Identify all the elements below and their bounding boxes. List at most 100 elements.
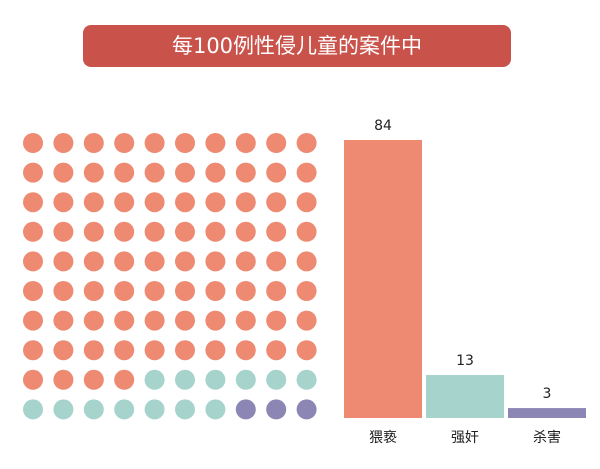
waffle-dot: [114, 310, 135, 331]
waffle-dot: [83, 162, 104, 183]
waffle-dot: [266, 369, 287, 390]
waffle-dot: [53, 399, 74, 420]
x-tick-label: 杀害: [533, 430, 561, 446]
waffle-dot: [144, 281, 165, 301]
waffle-dot: [175, 162, 195, 183]
waffle-dot: [114, 369, 135, 390]
waffle-dot: [83, 340, 104, 361]
waffle-dot: [83, 133, 104, 153]
waffle-dot: [23, 133, 43, 153]
waffle-dot: [53, 340, 74, 361]
waffle-dot: [205, 133, 226, 153]
waffle-dot: [235, 251, 256, 272]
waffle-dot: [23, 251, 43, 272]
waffle-dot: [83, 221, 104, 242]
waffle-dot: [23, 221, 43, 242]
waffle-dot: [23, 192, 43, 213]
waffle-dot: [83, 399, 104, 420]
waffle-dot: [144, 162, 165, 183]
waffle-dot: [53, 310, 74, 331]
waffle-dot: [144, 221, 165, 242]
waffle-dot: [266, 221, 287, 242]
x-tick-label: 强奸: [451, 430, 479, 446]
waffle-dot: [144, 399, 165, 420]
waffle-dot: [205, 162, 226, 183]
chart-title: 每100例性侵儿童的案件中: [172, 34, 422, 58]
waffle-dot: [205, 251, 226, 272]
waffle-dot: [235, 133, 256, 153]
waffle-dot: [23, 399, 43, 420]
value-label: 84: [374, 118, 392, 134]
waffle-dot: [235, 369, 256, 390]
waffle-dot: [296, 340, 317, 361]
waffle-dot: [235, 281, 256, 301]
bar: [508, 408, 586, 418]
waffle-dot: [205, 340, 226, 361]
waffle-dot: [205, 399, 226, 420]
waffle-dot: [83, 310, 104, 331]
waffle-dot: [23, 340, 43, 361]
waffle-dot: [266, 281, 287, 301]
waffle-dot: [235, 162, 256, 183]
waffle-dot: [114, 192, 135, 213]
waffle-dot: [205, 310, 226, 331]
waffle-dot: [235, 192, 256, 213]
waffle-dot: [175, 340, 195, 361]
waffle-dot: [53, 192, 74, 213]
waffle-dot: [235, 310, 256, 331]
waffle-dot: [114, 251, 135, 272]
waffle-dot: [114, 162, 135, 183]
waffle-dot: [175, 369, 195, 390]
waffle-dot: [296, 281, 317, 301]
x-tick-label: 猥亵: [369, 429, 397, 446]
waffle-dot: [175, 133, 195, 153]
waffle-dot: [175, 399, 195, 420]
waffle-dot: [266, 162, 287, 183]
waffle-dot: [144, 310, 165, 331]
waffle-dot: [296, 221, 317, 242]
waffle-dot: [114, 133, 135, 153]
waffle-dot: [175, 310, 195, 331]
waffle-dot: [23, 162, 43, 183]
waffle-dot: [144, 251, 165, 272]
waffle-dot: [235, 221, 256, 242]
waffle-dot: [144, 340, 165, 361]
waffle-dot: [235, 399, 256, 420]
waffle-dot: [266, 310, 287, 331]
waffle-dot: [53, 281, 74, 301]
bar: [426, 374, 504, 418]
waffle-dot: [83, 192, 104, 213]
waffle-dot: [296, 251, 317, 272]
waffle-dot: [175, 281, 195, 301]
waffle-dot: [296, 162, 317, 183]
waffle-dot: [23, 281, 43, 301]
waffle-dot: [83, 369, 104, 390]
waffle-dot: [266, 340, 287, 361]
waffle-dot: [205, 281, 226, 301]
waffle-dot: [266, 399, 287, 420]
waffle-dot: [144, 133, 165, 153]
waffle-dot: [296, 310, 317, 331]
waffle-dot: [53, 221, 74, 242]
waffle-dot: [23, 310, 43, 331]
waffle-dot: [205, 221, 226, 242]
value-label: 3: [543, 386, 552, 402]
waffle-dot: [114, 221, 135, 242]
waffle-dot: [23, 369, 43, 390]
waffle-dot: [296, 133, 317, 153]
waffle-dot: [114, 399, 135, 420]
waffle-dot: [205, 369, 226, 390]
waffle-dot: [144, 369, 165, 390]
waffle-dot: [205, 192, 226, 213]
waffle-dot: [114, 281, 135, 301]
waffle-dot: [83, 251, 104, 272]
waffle-dot: [266, 133, 287, 153]
waffle-dot: [175, 251, 195, 272]
title-banner: [83, 25, 511, 67]
waffle-dot: [83, 281, 104, 301]
waffle-dot: [53, 133, 74, 153]
waffle-dot: [175, 192, 195, 213]
waffle-dot: [296, 399, 317, 420]
